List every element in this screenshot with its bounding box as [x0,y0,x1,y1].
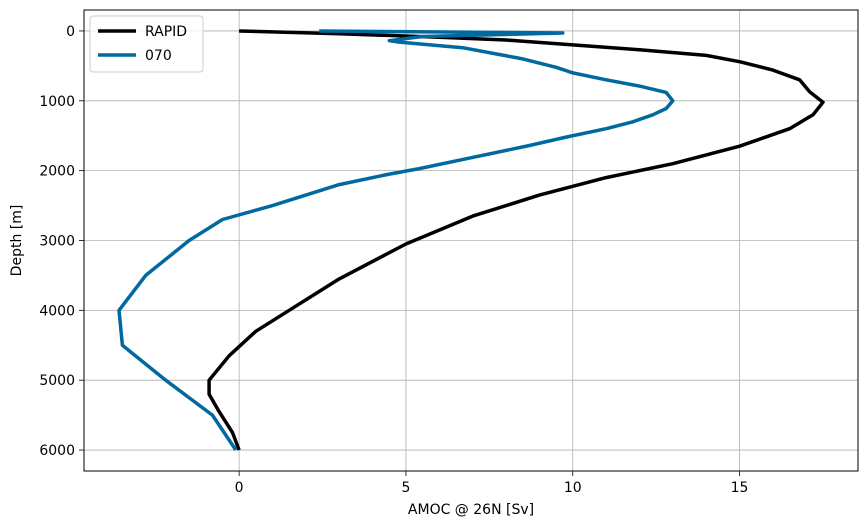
ticks: 0 5 10 15 0 1000 2000 3000 4000 5000 6000 [39,24,748,496]
y-tick-label: 1000 [39,94,75,110]
x-tick-label: 10 [564,480,582,496]
legend-entry-rapid: RAPID [145,24,187,40]
y-tick-label: 0 [66,24,75,40]
grid [84,10,858,471]
x-axis-label: AMOC @ 26N [Sv] [408,502,534,518]
series-line-070 [117,29,675,451]
y-tick-label: 3000 [39,234,75,250]
x-tick-label: 0 [235,480,244,496]
x-tick-label: 15 [731,480,749,496]
legend-entry-070: 070 [145,48,172,64]
legend: RAPID 070 [89,15,204,73]
series-line-rapid [207,29,825,451]
y-axis-label: Depth [m] [9,205,25,277]
y-tick-label: 4000 [39,303,75,319]
y-tick-label: 2000 [39,164,75,180]
y-tick-label: 6000 [39,443,75,459]
series-layer [117,29,825,451]
y-tick-label: 5000 [39,373,75,389]
x-tick-label: 5 [401,480,410,496]
